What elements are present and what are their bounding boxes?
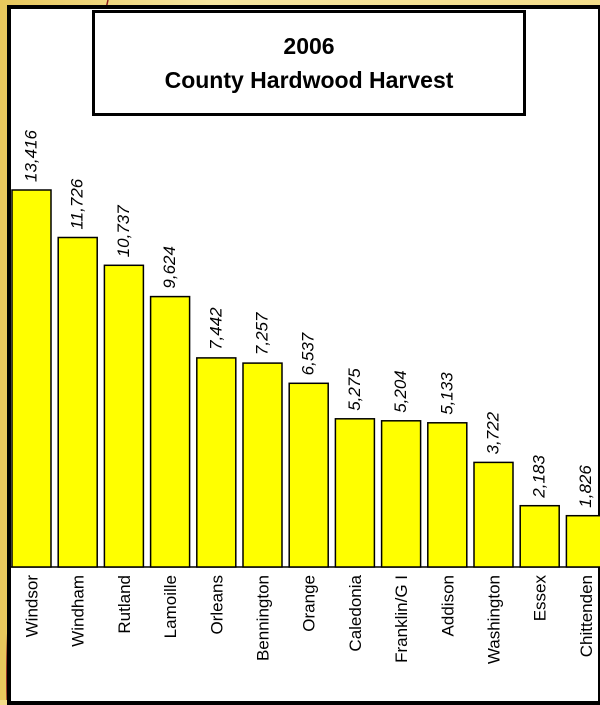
- category-label: Windsor: [23, 575, 42, 638]
- value-label: 7,442: [206, 307, 225, 350]
- bar-addison: [427, 422, 468, 568]
- category-label: Franklin/G I: [392, 575, 411, 663]
- value-label: 9,624: [160, 246, 179, 289]
- value-label: 13,416: [22, 129, 41, 182]
- bar-chittenden: [565, 514, 600, 568]
- value-label: 3,722: [484, 411, 503, 454]
- bar-caledonia: [334, 418, 376, 568]
- category-label: Lamoille: [161, 575, 180, 638]
- category-label: Bennington: [254, 575, 273, 661]
- bar-rutland: [103, 264, 145, 568]
- category-label: Addison: [438, 575, 457, 636]
- chart-title: 2006: [283, 33, 335, 59]
- bar-windsor: [11, 189, 52, 568]
- category-label: Rutland: [115, 575, 134, 634]
- category-labels-group: Windsor Windham Rutland Lamoille Orleans Benn…: [23, 574, 596, 664]
- value-label: 11,726: [68, 178, 87, 229]
- value-label: 10,737: [114, 205, 133, 258]
- category-label: Orleans: [207, 575, 226, 635]
- category-label: Caledonia: [346, 574, 365, 651]
- bar-essex: [519, 504, 560, 568]
- value-label: 7,257: [253, 312, 272, 355]
- value-label: 1,826: [576, 465, 595, 508]
- bar-bennington: [242, 362, 283, 568]
- bar-orleans: [196, 357, 237, 568]
- value-label: 2,183: [530, 455, 549, 499]
- bar-windham: [57, 236, 98, 568]
- value-labels-group: 13,416 11,726 10,737 9,624 7,442 7,257 6,537 5,…: [22, 129, 595, 507]
- chart-title-box: 2006 County Hardwood Harvest: [92, 10, 526, 116]
- bar-orange: [288, 382, 329, 568]
- category-label: Orange: [300, 575, 319, 632]
- bar-lamoille: [149, 295, 191, 568]
- bars-group: [11, 189, 600, 568]
- value-label: 6,537: [299, 332, 318, 375]
- value-label: 5,133: [437, 372, 456, 415]
- value-label: 5,275: [345, 368, 364, 411]
- category-label: Washington: [485, 575, 504, 664]
- category-label: Chittenden: [577, 575, 596, 657]
- category-label: Windham: [69, 575, 88, 647]
- chart-subtitle: County Hardwood Harvest: [164, 67, 454, 93]
- category-label: Essex: [531, 575, 550, 622]
- bar-franklin-g-i: [380, 420, 422, 568]
- value-label: 5,204: [391, 370, 410, 413]
- bar-washington: [473, 461, 514, 568]
